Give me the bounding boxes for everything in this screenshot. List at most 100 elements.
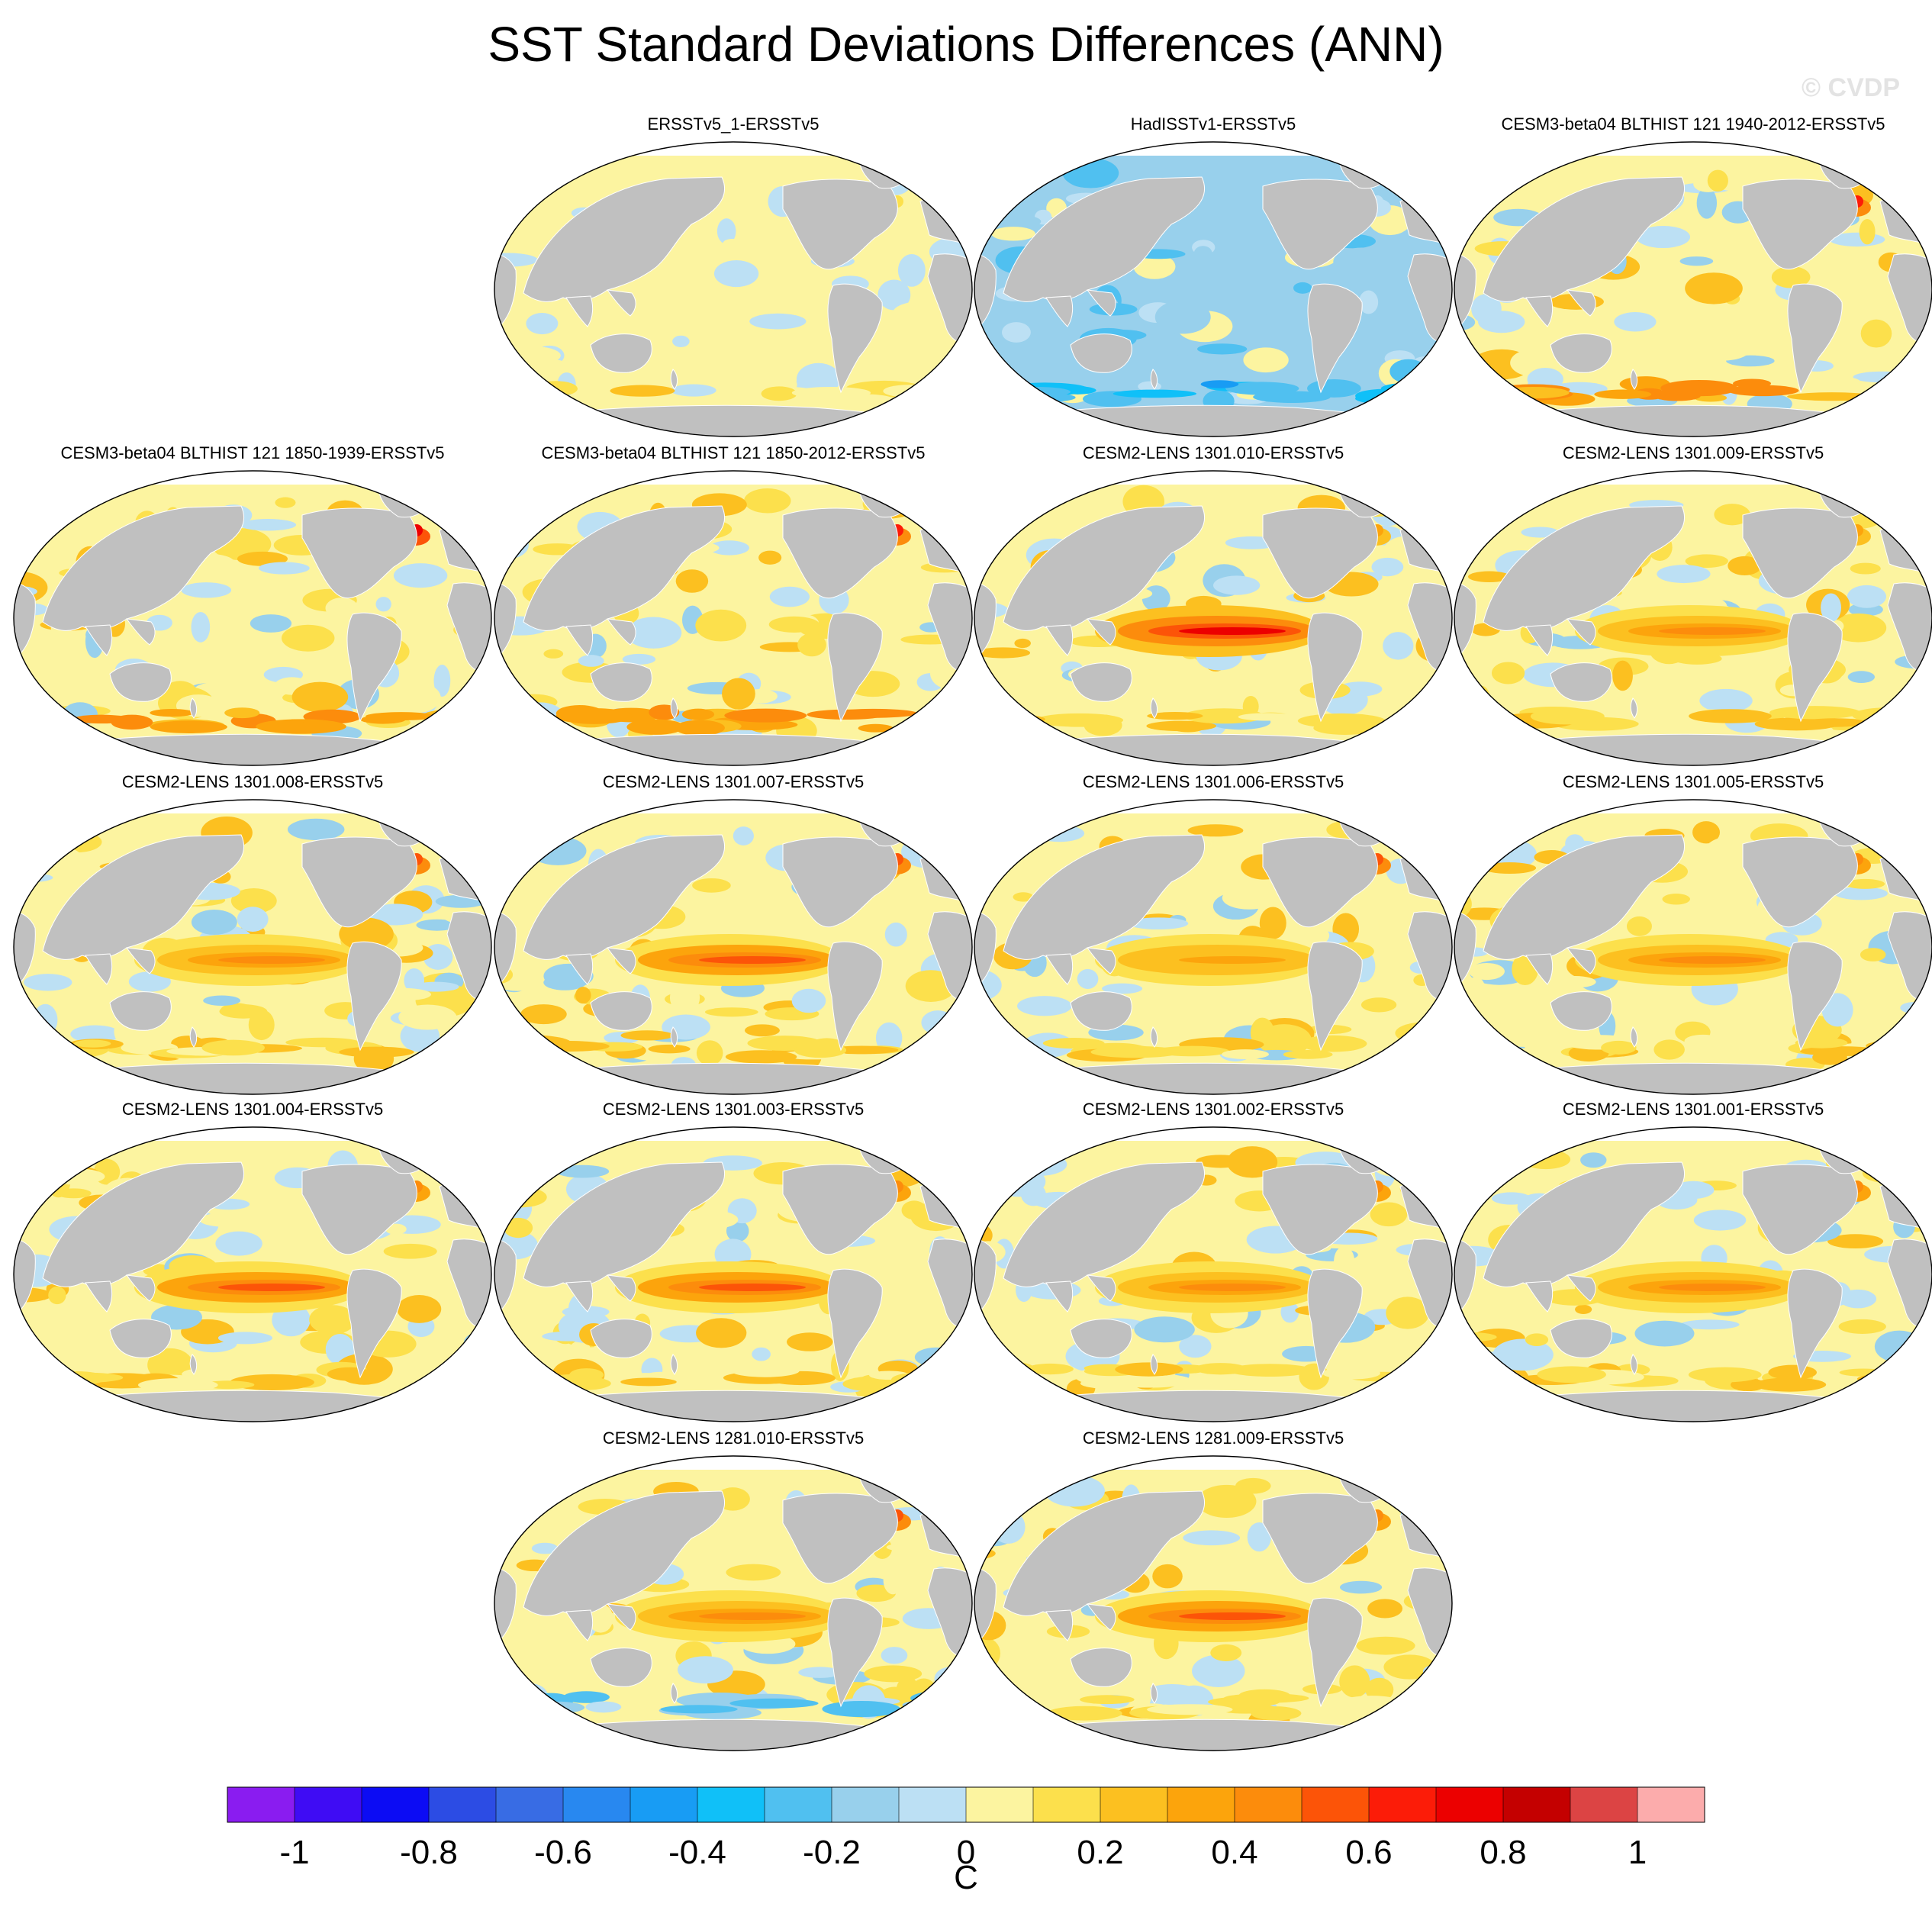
land-seasia [1566,618,1596,646]
land-northamerica [1742,836,1858,928]
anomaly-blob [671,384,716,397]
arctic-mask [1454,142,1932,156]
anomaly-blob [1853,371,1913,383]
anomaly-blob [128,971,171,992]
anomaly-blob [1457,860,1499,871]
southern-ocean-anomaly [137,1378,218,1392]
colorbar-tick-label: -0.2 [803,1834,861,1871]
colorbar-swatch [1503,1787,1571,1822]
anomaly-blob [1128,917,1189,930]
anomaly-blob [1438,219,1452,232]
southern-ocean-anomaly [729,1698,819,1709]
anomaly-blob [1905,178,1925,201]
anomaly-blob [494,166,517,186]
land-southamerica [827,1597,883,1708]
land-africa [446,582,491,672]
land-northamerica [1262,836,1378,928]
southern-ocean-anomaly [541,1374,604,1388]
southern-ocean-anomaly [150,720,227,733]
southern-ocean-anomaly [974,721,1034,734]
land-southamerica [346,941,402,1052]
southern-ocean-anomaly [1200,380,1239,388]
anomaly-blob [237,907,269,932]
colorbar-swatch [899,1787,967,1822]
anomaly-blob [1333,247,1390,276]
colorbar-swatch [1167,1787,1235,1822]
colorbar-swatch [630,1787,698,1822]
anomaly-blob [1226,1146,1278,1178]
anomaly-blob [787,1332,833,1351]
map-panel: CESM2-LENS 1301.009-ERSSTv5 [1453,443,1932,766]
southern-ocean-anomaly [14,1377,79,1387]
land-india [565,295,594,327]
land-africa_w [494,1239,517,1313]
land-antarctica [537,404,952,436]
land-india [1045,1280,1074,1313]
anomaly-blob [704,1007,758,1017]
map-panel: CESM2-LENS 1281.010-ERSSTv5 [493,1429,974,1751]
anomaly-blob [1424,1489,1452,1518]
sst-map [974,470,1453,766]
colorbar-tick-label: 1 [1628,1834,1647,1871]
colorbar-tick-label: 0.8 [1480,1834,1526,1871]
land-antarctica [537,1718,952,1751]
anomaly-blob [1334,1246,1355,1277]
anomaly-blob [812,327,830,355]
land-southamerica [1787,941,1843,1052]
anomaly-blob [494,1140,521,1174]
anomaly-blob [1830,613,1887,643]
anomaly-blob [1454,366,1493,396]
anomaly-blob [512,1708,555,1722]
land-africa_w [494,912,517,985]
map-outline [494,799,973,1095]
anomaly-blob [1679,1319,1740,1330]
panel-title: CESM3-beta04 BLTHIST 121 1850-2012-ERSST… [541,443,926,462]
southern-ocean-anomaly [620,1377,677,1387]
southern-ocean-anomaly [974,1361,1035,1377]
arctic-mask [974,471,1452,485]
southern-ocean-anomaly [1594,389,1652,399]
anomaly-blob [1379,834,1427,846]
anomaly-blob [985,509,1001,519]
land-australia [109,991,172,1031]
anomaly-blob [1469,1203,1495,1215]
southern-ocean-anomaly [1795,1037,1848,1048]
land-southamerica [1787,283,1843,394]
southern-ocean-anomaly [1194,1363,1247,1375]
land-northamerica [1262,1493,1378,1584]
figure-title: SST Standard Deviations Differences (ANN… [488,17,1444,72]
anomaly-blob [1862,1164,1915,1184]
southern-ocean-anomaly [1183,708,1264,724]
southern-ocean-anomaly [1299,1035,1367,1052]
anomaly-blob [1386,1296,1430,1329]
sst-map [1454,1126,1932,1422]
anomaly-blob [1653,1039,1685,1060]
southern-ocean-anomaly [555,708,633,724]
southern-ocean-anomaly [562,1691,610,1703]
southern-ocean-anomaly [1497,387,1570,399]
land-australia [1070,333,1132,373]
land-seasia [1086,1274,1116,1302]
anomaly-blob [1017,996,1072,1016]
sst-map [494,141,973,437]
anomaly-blob [393,563,448,588]
southern-ocean-anomaly [494,1361,531,1377]
southern-ocean-anomaly [1872,712,1932,723]
anomaly-blob [1845,878,1885,889]
land-newzealand [189,1354,198,1375]
anomaly-blob [931,377,972,397]
anomaly-blob [749,313,807,330]
anomaly-blob [1460,1293,1504,1306]
panel-title: CESM2-LENS 1301.003-ERSSTv5 [602,1100,865,1119]
land-india [1045,953,1074,985]
anomaly-blob [657,284,692,298]
land-australia [1550,662,1612,702]
southern-ocean-anomaly [1147,1704,1233,1715]
anomaly-blob [501,1479,559,1497]
land-newzealand [189,697,198,719]
anomaly-blob [543,649,564,659]
southern-ocean-anomaly [1393,1036,1447,1050]
land-india [1525,953,1554,985]
land-newzealand [1150,697,1158,719]
anomaly-blob [282,624,335,652]
